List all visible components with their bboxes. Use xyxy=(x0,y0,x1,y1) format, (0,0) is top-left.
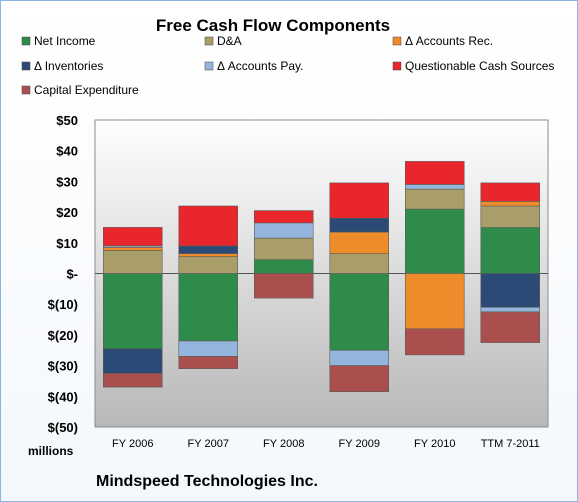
bar-segment xyxy=(404,188,465,210)
bar-segment xyxy=(329,182,389,219)
bar-segment xyxy=(404,161,465,185)
company-name: Mindspeed Technologies Inc. xyxy=(96,473,318,490)
x-axis: FY 2006 FY 2007 FY 2008 FY 2009 FY 2010 TTM 7… xyxy=(112,438,540,450)
bar-segment xyxy=(103,227,163,247)
x-tick-label: FY 2008 xyxy=(263,438,304,450)
y-tick-label: $(20) xyxy=(48,328,78,343)
legend-label: D&A xyxy=(217,34,242,48)
legend-label: Δ Accounts Pay. xyxy=(217,59,304,73)
bar-segment xyxy=(480,201,540,207)
y-tick-label: $(10) xyxy=(48,297,78,312)
legend: Net Income D&A Δ Accounts Rec. Δ Inventorie… xyxy=(21,34,554,97)
bar-segment xyxy=(178,256,239,274)
bar-segment xyxy=(103,245,163,248)
bar-segment xyxy=(103,372,163,388)
bar-segment xyxy=(103,348,163,374)
bar-segment xyxy=(254,273,314,299)
bar-segment xyxy=(329,253,389,274)
bar-segment xyxy=(103,273,163,349)
y-tick-label: $(50) xyxy=(48,420,78,435)
unit-label: millions xyxy=(28,444,74,458)
x-tick-label: FY 2006 xyxy=(112,438,153,450)
legend-swatch xyxy=(204,61,214,71)
y-tick-label: $10 xyxy=(56,236,78,251)
y-tick-label: $(40) xyxy=(48,389,78,404)
bar-segment xyxy=(178,245,239,254)
y-tick-label: $40 xyxy=(56,144,78,159)
bar-segment xyxy=(480,311,540,343)
bar-segment xyxy=(329,349,389,366)
bar-segment xyxy=(404,184,465,190)
bar-segment xyxy=(178,273,239,342)
bar-segment xyxy=(404,328,465,356)
legend-swatch xyxy=(392,36,402,46)
bar-segment xyxy=(480,182,540,202)
bar-segment xyxy=(480,227,540,274)
bar-segment xyxy=(480,306,540,313)
bar-segment xyxy=(480,273,540,308)
bar-segment xyxy=(329,273,389,351)
y-tick-label: $30 xyxy=(56,174,78,189)
bar-segment xyxy=(178,356,239,369)
bar-segment xyxy=(178,205,239,247)
y-tick-label: $- xyxy=(66,267,78,282)
bar-segment xyxy=(254,210,314,224)
bar-segment xyxy=(329,365,389,393)
legend-swatch xyxy=(21,36,31,46)
y-axis: $50 $40 $30 $20 $10 $- $(10) $(20) $(30) $(40) $(5… xyxy=(48,113,78,435)
chart-title: Free Cash Flow Components xyxy=(156,16,390,35)
y-tick-label: $20 xyxy=(56,205,78,220)
legend-label: Net Income xyxy=(34,34,96,48)
bar-segment xyxy=(329,217,389,233)
legend-label: Questionable Cash Sources xyxy=(405,59,554,73)
bar-segment xyxy=(254,237,314,260)
bar-segment xyxy=(178,340,239,357)
legend-label: Δ Inventories xyxy=(34,59,103,73)
bars xyxy=(103,161,540,393)
bar-segment xyxy=(254,259,314,274)
bar-segment xyxy=(329,231,389,254)
legend-swatch xyxy=(204,36,214,46)
y-tick-label: $50 xyxy=(56,113,78,128)
x-tick-label: FY 2010 xyxy=(414,438,455,450)
bar-segment xyxy=(178,253,239,257)
bar-segment xyxy=(404,273,465,330)
legend-label: Capital Expenditure xyxy=(34,83,139,97)
x-tick-label: TTM 7-2011 xyxy=(481,438,540,450)
x-tick-label: FY 2009 xyxy=(339,438,380,450)
bar-segment xyxy=(254,222,314,239)
legend-swatch xyxy=(21,85,31,95)
y-tick-label: $(30) xyxy=(48,359,78,374)
bar-segment xyxy=(480,205,540,228)
bar-segment xyxy=(404,208,465,274)
legend-swatch xyxy=(392,61,402,71)
bar-segment xyxy=(103,250,163,274)
legend-swatch xyxy=(21,61,31,71)
legend-label: Δ Accounts Rec. xyxy=(405,34,493,48)
x-tick-label: FY 2007 xyxy=(188,438,229,450)
bar-segment xyxy=(103,247,163,251)
